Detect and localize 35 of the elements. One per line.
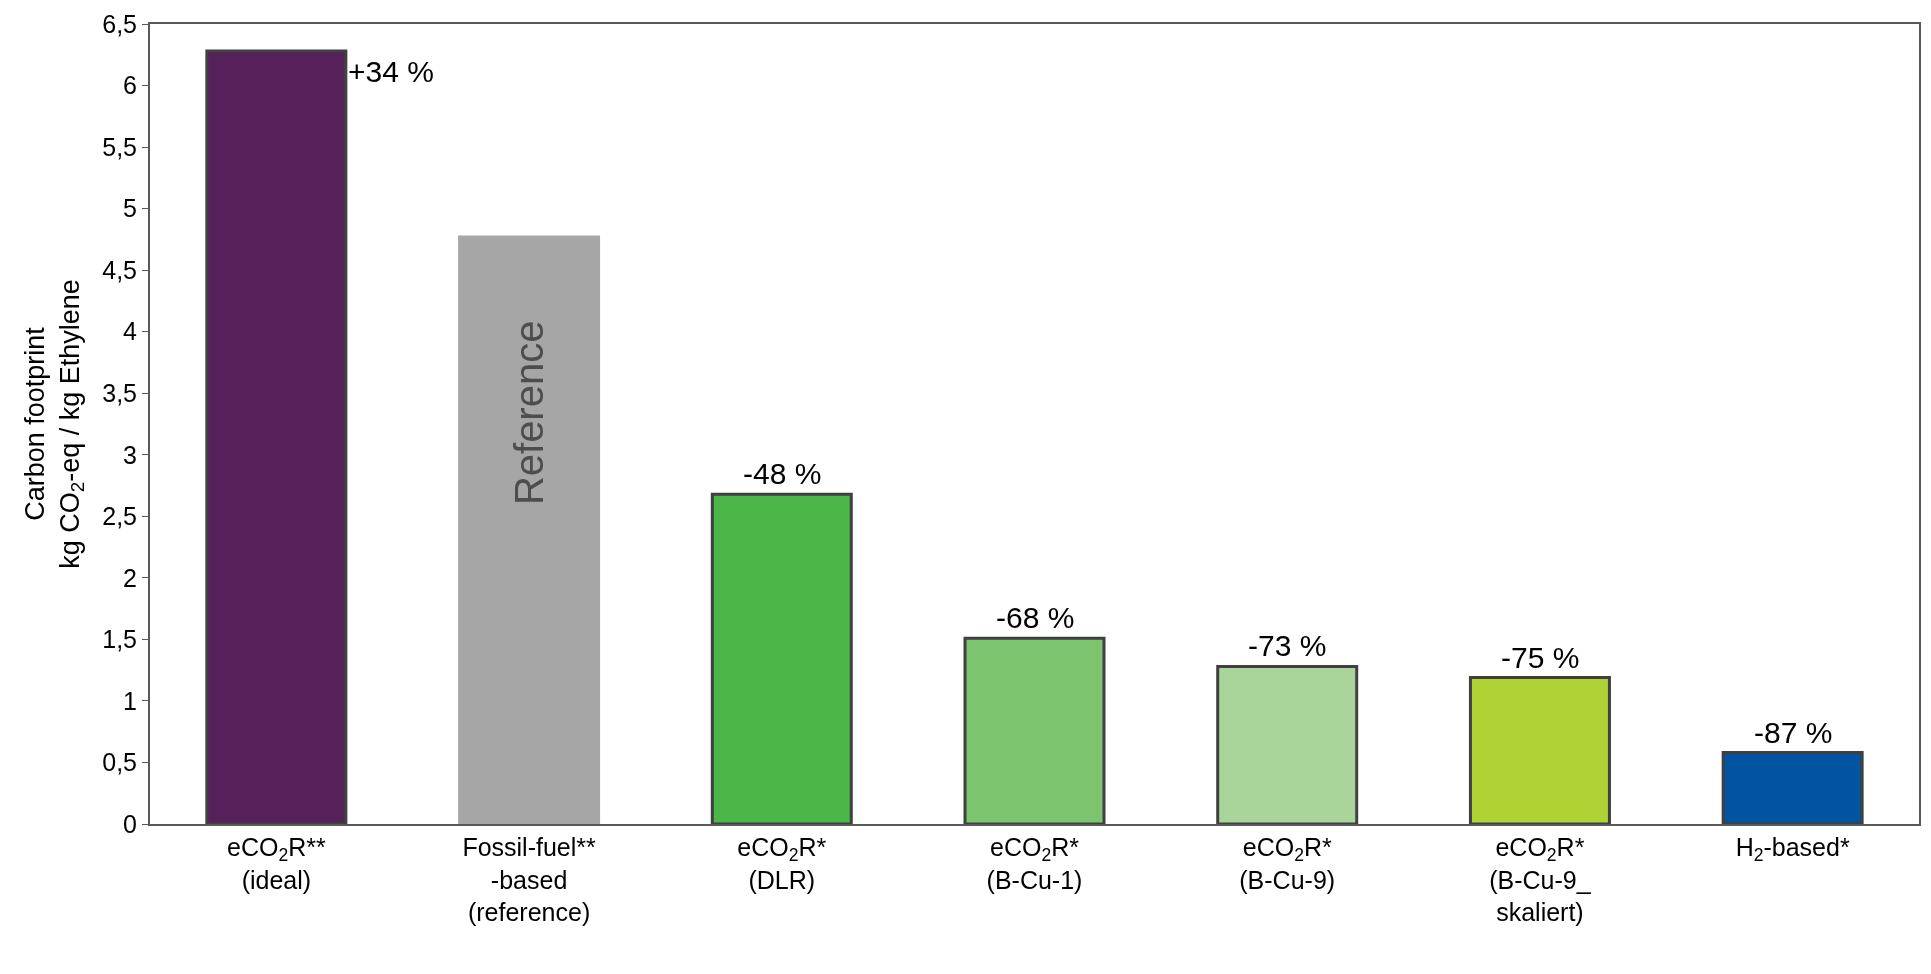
x-tick-label: H$_{2}$-based* bbox=[1735, 833, 1850, 866]
annotation: -87 % bbox=[1754, 716, 1833, 749]
x-tick-label: eCO$_{2}$R* (DLR) bbox=[737, 833, 827, 894]
x-tick-label: eCO$_{2}$R* (B-Cu-9) bbox=[1239, 833, 1336, 894]
y-tick-label: 0 bbox=[123, 809, 137, 838]
y-tick-label: 4,5 bbox=[102, 255, 137, 284]
y-tick-label: 3,5 bbox=[102, 378, 137, 407]
annotation: -48 % bbox=[743, 457, 822, 490]
y-tick-label: 5 bbox=[123, 194, 137, 223]
bar bbox=[458, 235, 601, 824]
bar bbox=[1468, 676, 1611, 824]
y-tick-label: 4 bbox=[123, 317, 138, 346]
y-tick-label: 0,5 bbox=[102, 748, 137, 777]
bar bbox=[205, 49, 348, 824]
y-tick-label: 1 bbox=[123, 686, 137, 715]
y-tick-label: 2 bbox=[123, 563, 137, 592]
x-tick-label: eCO$_{2}$R** (ideal) bbox=[227, 833, 326, 894]
annotation: -68 % bbox=[996, 601, 1075, 634]
annotation: -75 % bbox=[1501, 641, 1580, 674]
annotation: +34 % bbox=[348, 55, 434, 88]
y-tick-label: 1,5 bbox=[102, 625, 137, 654]
y-tick-label: 3 bbox=[123, 440, 137, 469]
x-tick-label: eCO$_{2}$R* (B-Cu-9_ skaliert) bbox=[1489, 833, 1592, 926]
y-tick-label: 6,5 bbox=[102, 9, 137, 38]
annotation: -73 % bbox=[1248, 629, 1327, 662]
y-tick-label: 6 bbox=[123, 71, 137, 100]
bar bbox=[963, 636, 1106, 824]
y-tick-label: 5,5 bbox=[102, 132, 137, 161]
y-tick-label: 2,5 bbox=[102, 502, 137, 531]
bar bbox=[710, 492, 853, 824]
bar bbox=[1721, 751, 1864, 824]
annotation: Reference bbox=[507, 320, 552, 506]
x-tick-label: Fossil-fuel** -based (reference) bbox=[462, 833, 597, 926]
x-tick-label: eCO$_{2}$R* (B-Cu-1) bbox=[986, 833, 1083, 894]
bar bbox=[1216, 664, 1359, 824]
